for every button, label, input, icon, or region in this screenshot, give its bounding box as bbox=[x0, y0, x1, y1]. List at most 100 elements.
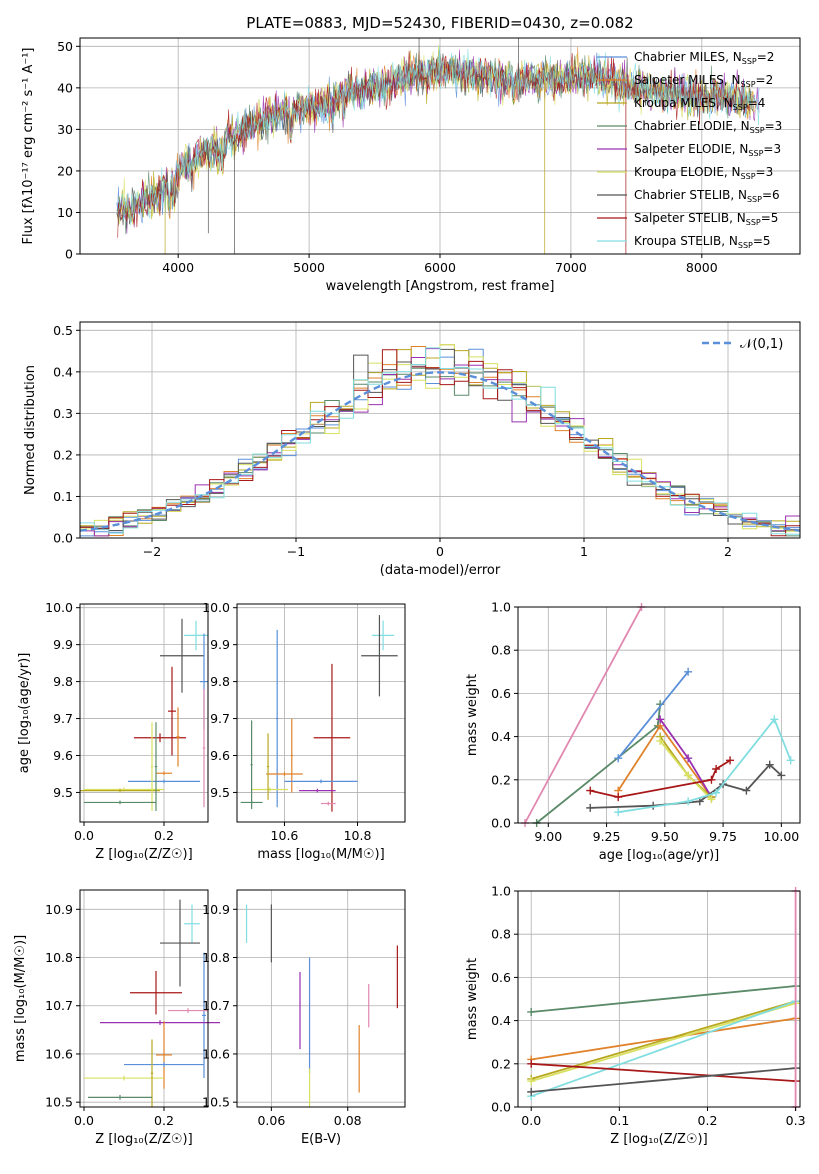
plot-area bbox=[240, 615, 398, 812]
point-marker bbox=[527, 1059, 536, 1068]
axes: 0.0 0.2 10.5 10.6 10.7 10.8 10.9 Z [log₁₀(Z/Z☉)… bbox=[13, 889, 209, 1147]
point-marker bbox=[712, 765, 721, 773]
point-marker bbox=[586, 803, 595, 812]
y-tick-label: 0.3 bbox=[53, 406, 73, 421]
error-bar-point bbox=[156, 771, 172, 776]
legend-entry: Salpeter MILES, NSSP=2 bbox=[634, 73, 773, 89]
y-tick-label: 10.7 bbox=[202, 998, 230, 1013]
error-bar-point bbox=[184, 904, 200, 944]
x-tick-label: 0.3 bbox=[786, 1113, 806, 1128]
y-tick-label: 0.6 bbox=[491, 686, 511, 701]
error-bar-point bbox=[250, 720, 253, 810]
y-tick-label: 0.0 bbox=[53, 531, 73, 546]
legend-subscript: SSP bbox=[748, 149, 763, 158]
legend-entry: Chabrier ELODIE, NSSP=3 bbox=[634, 119, 782, 135]
y-tick-label: 10.9 bbox=[45, 902, 73, 917]
x-axis-label: age [log₁₀(age/yr)] bbox=[599, 848, 720, 863]
x-axis-label: Z [log₁₀(Z/Z☉)] bbox=[610, 1132, 707, 1147]
series-line bbox=[659, 740, 713, 800]
x-tick-label: 0.0 bbox=[521, 1113, 541, 1128]
grid bbox=[237, 604, 405, 822]
legend-count: =4 bbox=[748, 96, 766, 110]
x-tick-label: 0.06 bbox=[257, 1113, 285, 1128]
error-bar-point bbox=[160, 618, 204, 693]
plot-area bbox=[79, 344, 801, 538]
y-tick-label: 0 bbox=[65, 247, 73, 262]
y-tick-label: 0.1 bbox=[53, 489, 73, 504]
axes: 0.06 0.08 10.5 10.6 10.7 10.8 10.9 E(B-V) bbox=[202, 889, 406, 1147]
x-tick-label: −1 bbox=[287, 544, 305, 559]
series-salpeter-miles bbox=[527, 1014, 800, 1064]
y-tick-label: 9.8 bbox=[210, 674, 230, 689]
y-tick-label: 10.5 bbox=[202, 1095, 230, 1110]
error-bar-point bbox=[130, 971, 182, 1015]
series-line bbox=[531, 1017, 796, 1061]
error-bar-point bbox=[80, 788, 160, 793]
legend-label: Kroupa STELIB, N bbox=[634, 234, 738, 248]
x-tick-label: 8000 bbox=[686, 260, 718, 275]
point-marker bbox=[770, 715, 779, 724]
legend-subscript: SSP bbox=[742, 57, 757, 66]
y-tick-label: 0.2 bbox=[491, 772, 511, 787]
x-axis-label: Z [log₁₀(Z/Z☉)] bbox=[95, 1132, 192, 1147]
figure-title: PLATE=0883, MJD=52430, FIBERID=0430, z=0… bbox=[246, 14, 633, 32]
error-bar-point bbox=[290, 718, 293, 793]
x-tick-label: 9.25 bbox=[593, 829, 621, 844]
series-chabrier-stelib bbox=[586, 760, 786, 812]
legend-entry: Chabrier STELIB, NSSP=6 bbox=[634, 188, 780, 204]
error-bar-point bbox=[150, 1039, 154, 1107]
point-marker bbox=[684, 771, 693, 780]
legend-label: Salpeter STELIB, N bbox=[634, 211, 746, 225]
legend-count: =3 bbox=[763, 142, 781, 156]
y-tick-label: 10.9 bbox=[202, 902, 230, 917]
y-tick-label: 0.6 bbox=[491, 970, 511, 985]
point-marker bbox=[656, 715, 665, 724]
y-tick-label: 0.2 bbox=[491, 1056, 511, 1071]
panel-6: 0.0 0.2 10.5 10.6 10.7 10.8 10.9 Z [log₁₀(Z/Z☉)… bbox=[13, 889, 220, 1147]
axes-frame bbox=[517, 890, 801, 1108]
axes: 9.00 9.25 9.50 9.75 10.00 0.0 0.2 0.4 0.6 0.8 1.0 a… bbox=[465, 600, 801, 863]
series-line bbox=[531, 985, 796, 1013]
error-bar-point bbox=[372, 620, 395, 651]
point-marker bbox=[586, 786, 595, 795]
series-chabrier-miles bbox=[614, 667, 693, 763]
y-tick-label: 0.4 bbox=[53, 364, 73, 379]
y-axis-label: Normed distribution bbox=[23, 365, 38, 495]
y-tick-label: 9.6 bbox=[210, 748, 230, 763]
series-line bbox=[536, 704, 662, 824]
error-bar-point bbox=[276, 629, 279, 808]
legend-count: =3 bbox=[756, 165, 774, 179]
error-bar-point bbox=[84, 800, 156, 805]
histogram-kroupa-stelib bbox=[79, 347, 801, 538]
point-marker bbox=[684, 754, 693, 763]
point-marker bbox=[614, 808, 623, 817]
error-bar-point bbox=[251, 787, 289, 792]
x-axis-label: Z [log₁₀(Z/Z☉)] bbox=[95, 847, 192, 862]
point-marker bbox=[614, 754, 623, 763]
y-tick-label: 0.4 bbox=[491, 729, 511, 744]
legend-label: Salpeter MILES, N bbox=[634, 73, 741, 87]
x-tick-label: 10.6 bbox=[271, 828, 299, 843]
x-tick-label: 0.2 bbox=[698, 1113, 718, 1128]
y-tick-label: 10.0 bbox=[202, 600, 230, 615]
error-bar-point bbox=[134, 733, 186, 743]
error-bar-point bbox=[361, 615, 398, 697]
panel-5: 9.00 9.25 9.50 9.75 10.00 0.0 0.2 0.4 0.6 0.8 1.0 a… bbox=[465, 600, 801, 863]
panel-2: −2 −1 0 1 2 0.0 0.1 0.2 0.3 0.4 0.5 (data-model)/er… bbox=[23, 321, 801, 578]
point-marker bbox=[707, 775, 716, 784]
legend: 𝒩(0,1) bbox=[702, 337, 783, 352]
point-marker bbox=[527, 1087, 536, 1096]
spectrum-kroupa-stelib bbox=[118, 46, 760, 226]
y-tick-label: 9.7 bbox=[53, 711, 73, 726]
x-tick-label: 9.75 bbox=[709, 829, 737, 844]
y-tick-label: 0.2 bbox=[53, 447, 73, 462]
legend-entry: Salpeter ELODIE, NSSP=3 bbox=[634, 142, 781, 158]
x-tick-label: 4000 bbox=[162, 260, 194, 275]
x-tick-label: 9.50 bbox=[651, 829, 679, 844]
y-tick-label: 9.5 bbox=[210, 785, 230, 800]
axes: 4000 5000 6000 7000 8000 0 10 20 30 40 50 wavelengt… bbox=[21, 37, 801, 294]
y-tick-label: 1.0 bbox=[491, 884, 511, 899]
x-tick-label: 1 bbox=[580, 544, 588, 559]
y-tick-label: 30 bbox=[57, 122, 73, 137]
y-tick-label: 10 bbox=[57, 205, 73, 220]
